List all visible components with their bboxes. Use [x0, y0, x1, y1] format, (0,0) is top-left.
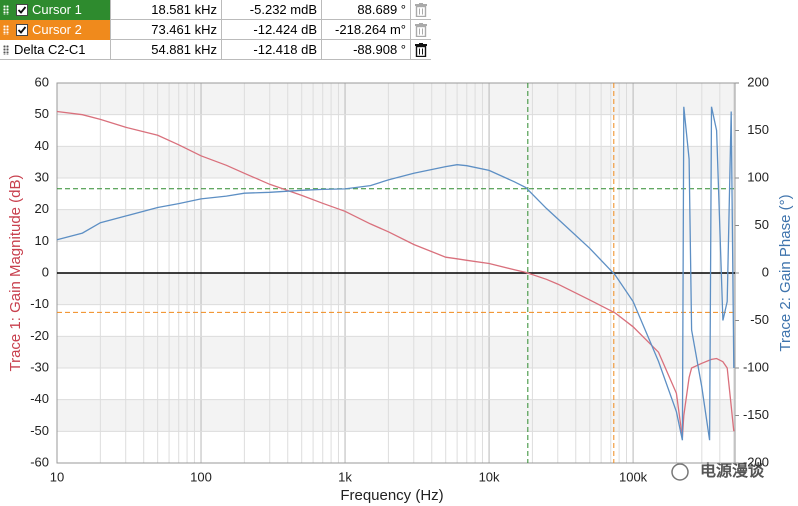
cursor-gain: -12.418 dB — [222, 40, 322, 60]
y2-tick-label: -100 — [743, 359, 769, 374]
y2-tick-label: 50 — [755, 217, 769, 232]
cursor-phase: 88.689 ° — [322, 0, 411, 20]
y-tick-label: -60 — [30, 454, 49, 469]
y2-tick-label: -50 — [750, 312, 769, 327]
delete-button[interactable] — [415, 23, 427, 37]
x-tick-label: 100 — [190, 469, 212, 484]
y2-tick-label: 0 — [762, 264, 769, 279]
cursor-row: Delta C2-C1 54.881 kHz -12.418 dB -88.908 ° — [0, 40, 431, 60]
y-tick-label: -10 — [30, 296, 49, 311]
y-tick-label: 60 — [35, 74, 49, 89]
checkbox[interactable] — [16, 4, 28, 16]
y-axis-title: Trace 1: Gain Magnitude (dB) — [7, 174, 24, 371]
delete-button[interactable] — [415, 3, 427, 17]
y2-tick-label: -150 — [743, 407, 769, 422]
band — [57, 273, 735, 305]
x-tick-label: 100k — [619, 469, 648, 484]
cursor-phase: -218.264 m° — [322, 20, 411, 40]
cursor-row: Cursor 1 18.581 kHz -5.232 mdB 88.689 ° — [0, 0, 431, 20]
cursor-name-cell: Delta C2-C1 — [0, 40, 111, 60]
checkbox[interactable] — [16, 24, 28, 36]
cursor-phase: -88.908 ° — [322, 40, 411, 60]
cursor-gain: -5.232 mdB — [222, 0, 322, 20]
cursor-name-cell: Cursor 1 — [0, 0, 111, 20]
y2-tick-label: 100 — [747, 169, 769, 184]
y-tick-label: 30 — [35, 169, 49, 184]
y-tick-label: 40 — [35, 138, 49, 153]
y-tick-label: -50 — [30, 423, 49, 438]
x-tick-label: 1k — [338, 469, 352, 484]
cursor-row: Cursor 2 73.461 kHz -12.424 dB -218.264 m° — [0, 20, 431, 40]
cursor-gain: -12.424 dB — [222, 20, 322, 40]
y2-tick-label: -200 — [743, 454, 769, 469]
y-tick-label: -30 — [30, 359, 49, 374]
band — [57, 399, 735, 432]
series-line — [56, 110, 735, 438]
cursor-name: Cursor 2 — [32, 22, 82, 37]
y-tick-label: 50 — [35, 106, 49, 121]
cursor-frequency: 18.581 kHz — [111, 0, 222, 20]
watermark: 电源漫谈 — [700, 461, 765, 480]
y2-tick-label: 150 — [747, 122, 769, 137]
cursor-frequency: 73.461 kHz — [111, 20, 222, 40]
x-tick-label: 10 — [50, 469, 64, 484]
cursor-frequency: 54.881 kHz — [111, 40, 222, 60]
y-tick-label: 10 — [35, 233, 49, 248]
cursor-name: Cursor 1 — [32, 2, 82, 17]
x-tick-label: 10k — [479, 469, 500, 484]
band — [57, 336, 735, 368]
series-line — [56, 106, 735, 441]
y-tick-label: 20 — [35, 201, 49, 216]
drag-handle — [3, 25, 9, 35]
drag-handle — [3, 45, 9, 55]
watermark-icon — [671, 463, 689, 481]
delete-button[interactable] — [415, 43, 427, 57]
y2-axis-title: Trace 2: Gain Phase (°) — [777, 194, 794, 351]
x-axis-title: Frequency (Hz) — [340, 487, 443, 504]
cursor-name-cell: Cursor 2 — [0, 20, 111, 40]
band — [57, 146, 735, 178]
band — [57, 83, 735, 115]
y2-tick-label: 200 — [747, 74, 769, 89]
y-tick-label: -20 — [30, 328, 49, 343]
y-tick-label: -40 — [30, 391, 49, 406]
y-tick-label: 0 — [42, 264, 49, 279]
drag-handle — [3, 5, 9, 15]
cursor-name: Delta C2-C1 — [14, 42, 86, 57]
